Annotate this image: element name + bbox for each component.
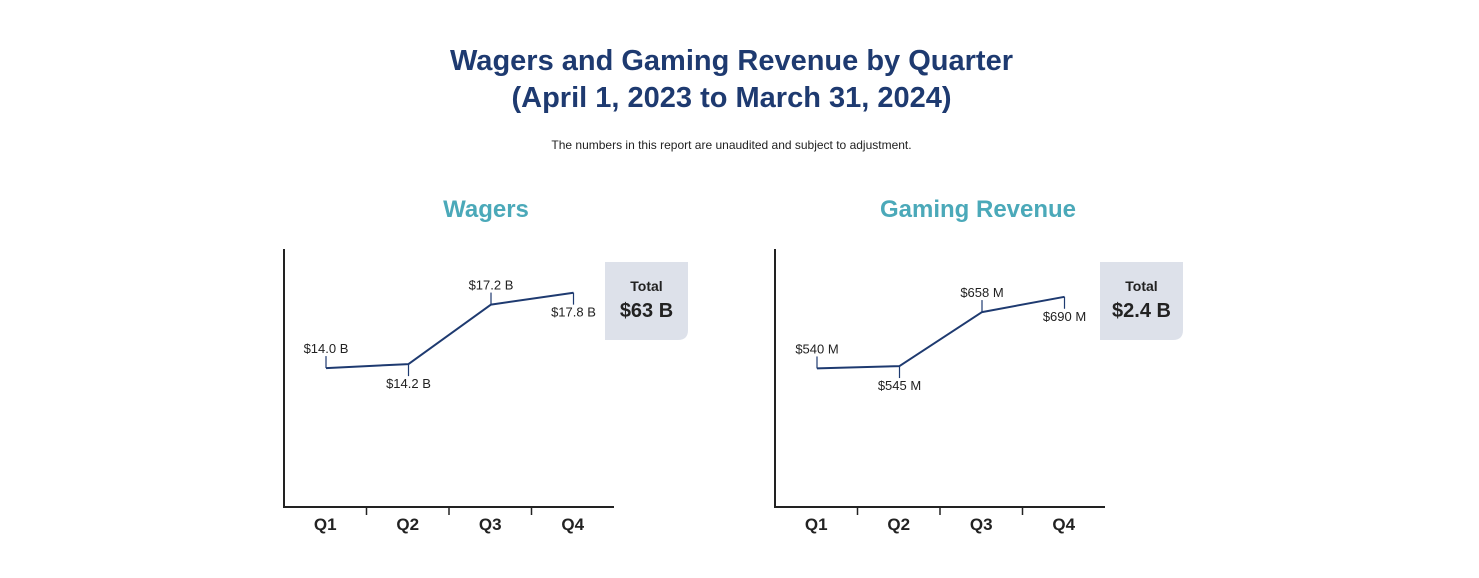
data-label: $545 M (878, 378, 921, 393)
x-tick-label: Q4 (561, 515, 584, 534)
x-tick-label: Q3 (479, 515, 502, 534)
gaming-revenue-chart: Gaming Revenue Q1 Q2 Q3 Q4 $540 M $545 M $658 M… (774, 196, 1183, 534)
page-title-line1: Wagers and Gaming Revenue by Quarter (450, 45, 1013, 77)
page-title-line2: (April 1, 2023 to March 31, 2024) (511, 82, 952, 114)
total-label: Total (1125, 278, 1157, 294)
wagers-chart: Wagers Q1 Q2 Q3 Q4 $14.0 B $14.2 B $17.2 B $17.8… (283, 196, 688, 534)
x-tick-label: Q3 (970, 515, 993, 534)
x-tick-label: Q2 (396, 515, 419, 534)
data-label: $14.2 B (386, 376, 431, 391)
x-tick-label: Q2 (887, 515, 910, 534)
total-box (605, 262, 688, 340)
series-line (325, 291, 574, 370)
data-label: $17.2 B (469, 278, 514, 293)
total-box (1100, 262, 1183, 340)
disclaimer-text: The numbers in this report are unaudited… (551, 138, 912, 152)
series-line (816, 295, 1065, 370)
chart-title: Gaming Revenue (880, 196, 1076, 223)
data-label: $690 M (1043, 309, 1086, 324)
x-tick-label: Q4 (1052, 515, 1075, 534)
total-value: $63 B (620, 300, 673, 322)
total-label: Total (630, 278, 662, 294)
chart-title: Wagers (443, 196, 529, 223)
total-value: $2.4 B (1112, 300, 1171, 322)
data-label: $14.0 B (304, 341, 349, 356)
data-label: $540 M (795, 341, 838, 356)
x-tick-label: Q1 (314, 515, 337, 534)
data-label: $658 M (960, 285, 1003, 300)
x-tick-label: Q1 (805, 515, 828, 534)
data-label: $17.8 B (551, 305, 596, 320)
